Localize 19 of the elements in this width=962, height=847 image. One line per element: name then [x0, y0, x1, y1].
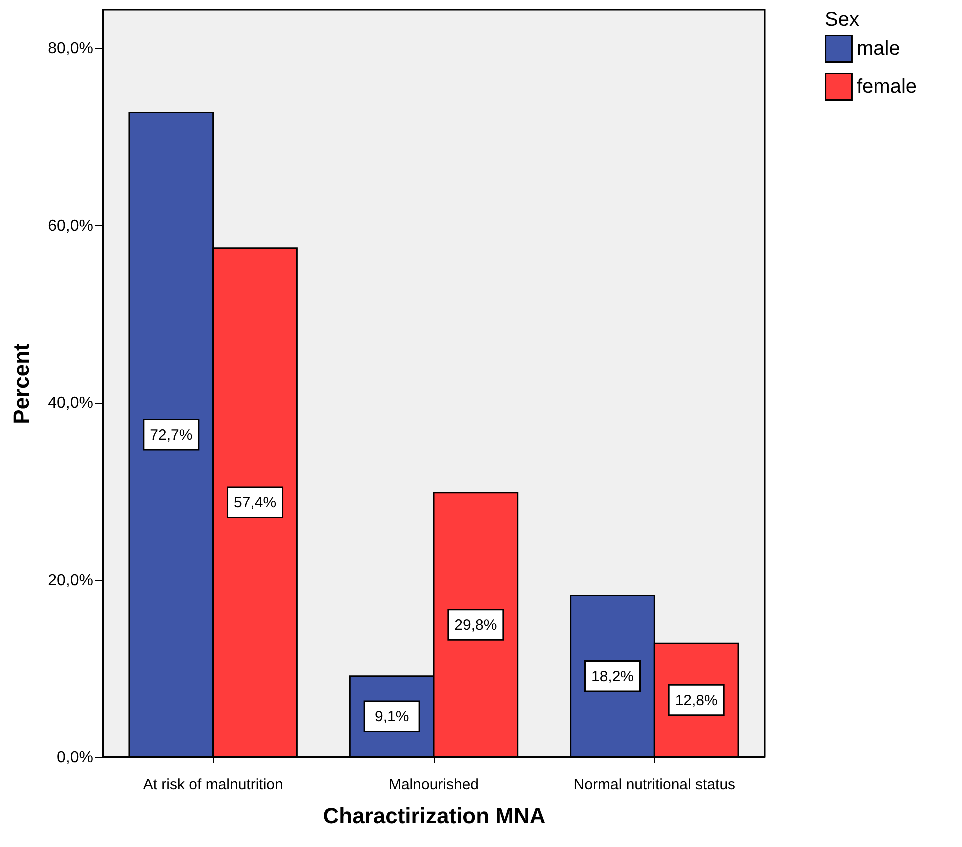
data-label: 18,2%	[591, 668, 634, 686]
data-label: 9,1%	[374, 708, 410, 726]
y-tick-label: 80,0%	[48, 40, 94, 58]
legend-title: Sex	[825, 9, 860, 31]
data-label: 57,4%	[234, 494, 277, 512]
data-label: 29,8%	[454, 616, 498, 634]
x-axis-title: Charactirization MNA	[323, 804, 546, 828]
y-tick-label: 0,0%	[57, 750, 94, 766]
x-tick-label: Malnourished	[388, 776, 480, 794]
data-label: 72,7%	[150, 426, 193, 444]
y-axis-title: Percent	[9, 342, 34, 424]
legend-label: female	[857, 76, 918, 98]
x-tick-label: At risk of malnutrition	[143, 776, 284, 794]
y-tick-label: 40,0%	[48, 395, 94, 412]
y-tick-label: 20,0%	[48, 572, 94, 590]
x-tick-label: Normal nutritional status	[574, 776, 736, 794]
y-tick-label: 60,0%	[48, 218, 94, 235]
data-label: 12,8%	[675, 692, 718, 710]
legend-label: male	[857, 38, 900, 60]
